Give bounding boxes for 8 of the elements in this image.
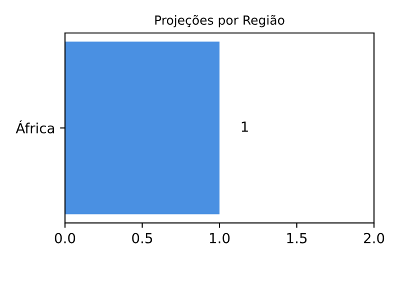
y-tick-label: África [16, 120, 54, 134]
chart-title: Projeções por Região [155, 14, 284, 28]
x-tick-label: 0.0 [54, 232, 76, 244]
data-label: 1 [242, 122, 248, 132]
x-tick-label: 1.5 [287, 233, 307, 244]
x-tick-label: 2.0 [364, 232, 384, 244]
x-tick-label: 0.5 [132, 232, 152, 244]
x-tick-label: 1.0 [210, 232, 230, 244]
